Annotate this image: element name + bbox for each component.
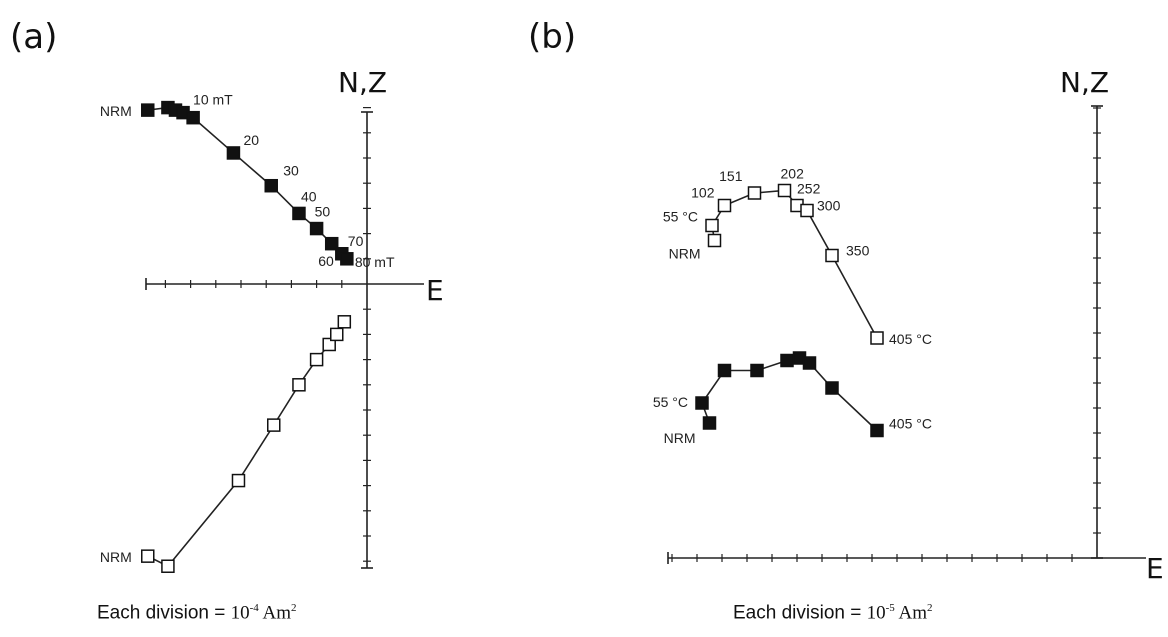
- panel-label-b: (b): [528, 17, 576, 57]
- division-exponent-a: -4: [249, 602, 259, 614]
- open-square-point-a: [267, 418, 281, 432]
- step-label-b: 55 °C: [653, 394, 688, 410]
- horizontal-axis-label-b: E: [1146, 552, 1164, 585]
- division-unit-b: Am: [894, 602, 927, 624]
- open-square-point-a: [141, 549, 155, 563]
- horizontal-axis-label-a: E: [426, 274, 444, 307]
- division-prefix-b: Each division =: [733, 602, 867, 624]
- panel-label-a: (a): [10, 17, 57, 57]
- step-label-b: NRM: [669, 246, 701, 262]
- open-square-point-b: [705, 218, 719, 233]
- step-label-b: 405 °C: [889, 416, 932, 432]
- step-label-b: NRM: [664, 430, 696, 446]
- vertical-axis-label-b: N,Z: [1060, 66, 1109, 99]
- division-caption-b: Each division = 10-5 Am2: [733, 602, 932, 624]
- step-label-b: 202: [781, 166, 805, 182]
- filled-square-point-b: [702, 416, 717, 430]
- open-square-point-b: [777, 183, 792, 198]
- step-label-a: 80 mT: [355, 254, 395, 270]
- filled-square-point-a: [264, 178, 278, 193]
- filled-square-point-a: [324, 236, 339, 251]
- open-square-point-a: [309, 352, 324, 367]
- open-square-point-a: [330, 327, 344, 342]
- step-label-a: 50: [315, 204, 331, 220]
- step-label-a: 10 mT: [193, 92, 233, 108]
- open-square-point-a: [161, 559, 175, 573]
- division-unit-exponent-a: 2: [290, 602, 297, 614]
- step-label-b: 151: [719, 168, 743, 184]
- filled-square-point-b: [780, 353, 794, 368]
- filled-square-point-b: [870, 423, 884, 438]
- open-square-point-a: [292, 378, 306, 392]
- filled-square-point-b: [750, 363, 764, 378]
- horizontal-series-line-a: [147, 106, 348, 260]
- filled-square-point-a: [226, 146, 241, 160]
- division-base-a: 10: [230, 602, 250, 624]
- step-label-a: 70: [348, 233, 364, 249]
- step-label-a: NRM: [100, 103, 132, 119]
- open-square-point-b: [825, 248, 839, 263]
- step-label-a: 40: [301, 188, 317, 204]
- open-square-point-b: [717, 198, 732, 213]
- division-exponent-b: -5: [885, 602, 895, 614]
- filled-square-point-a: [141, 103, 155, 117]
- step-label-b: 55 °C: [663, 209, 698, 225]
- filled-square-point-b: [717, 363, 732, 378]
- division-unit-exponent-b: 2: [926, 602, 933, 614]
- division-prefix-a: Each division =: [97, 602, 231, 624]
- vertical-series-line-b: [711, 189, 878, 339]
- filled-square-point-b: [802, 356, 817, 370]
- open-square-point-a: [231, 473, 246, 488]
- filled-square-point-a: [340, 252, 354, 266]
- step-label-b: 300: [817, 198, 841, 214]
- step-label-a: 20: [243, 132, 259, 148]
- filled-square-point-a: [292, 206, 306, 221]
- division-caption-a: Each division = 10-4 Am2: [97, 602, 296, 624]
- step-label-a: NRM: [100, 549, 132, 565]
- step-label-b: 252: [797, 181, 821, 197]
- vertical-axis-label-a: N,Z: [338, 66, 387, 99]
- division-base-b: 10: [866, 602, 886, 624]
- step-label-a: 30: [283, 163, 299, 179]
- filled-square-point-a: [309, 221, 324, 236]
- step-label-b: 350: [846, 243, 870, 259]
- step-label-b: 102: [691, 185, 715, 201]
- open-square-point-b: [707, 233, 722, 248]
- filled-square-point-b: [825, 381, 839, 395]
- open-square-point-a: [337, 315, 352, 329]
- filled-square-point-b: [695, 396, 709, 410]
- filled-square-point-a: [186, 110, 200, 125]
- division-unit-a: Am: [258, 602, 291, 624]
- step-label-b: 405 °C: [889, 331, 932, 347]
- open-square-point-b: [870, 331, 884, 345]
- open-square-point-a: [322, 337, 336, 352]
- step-label-a: 60: [318, 253, 334, 269]
- open-square-point-b: [747, 186, 762, 200]
- open-square-point-b: [800, 203, 814, 218]
